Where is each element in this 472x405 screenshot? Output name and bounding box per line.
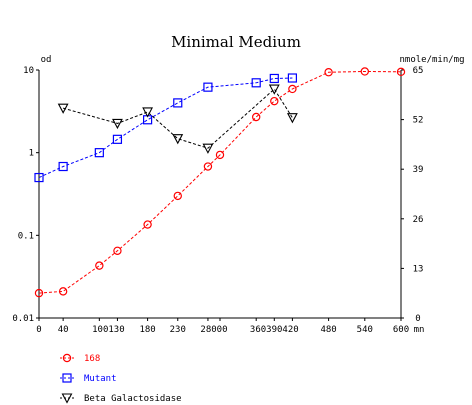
data-point bbox=[286, 113, 298, 124]
data-point bbox=[172, 134, 184, 145]
data-point bbox=[112, 118, 123, 130]
legend: 168 Mutant Beta Galactosidase bbox=[60, 353, 182, 404]
data-point bbox=[269, 73, 279, 84]
chart-title: Minimal Medium bbox=[171, 33, 301, 51]
x-tick-label: 480 bbox=[320, 325, 336, 335]
y-left-tick-label: 0.1 bbox=[18, 231, 34, 241]
data-point bbox=[58, 287, 68, 296]
data-point bbox=[142, 107, 154, 118]
series-layer bbox=[34, 67, 406, 298]
ticks: 10 1 0.1 0.01 65 52 39 26 13 0 0 40 100130 180 230 2800… bbox=[12, 66, 424, 335]
legend-marker bbox=[62, 373, 72, 383]
legend-label: Beta Galactosidase bbox=[84, 394, 182, 404]
y-axis-left-label: od bbox=[41, 55, 52, 65]
y-left-tick-label: 10 bbox=[23, 66, 34, 76]
data-point bbox=[34, 172, 44, 183]
y-left-tick-label: 0.01 bbox=[12, 314, 34, 324]
x-tick-label: 0 bbox=[36, 325, 41, 335]
y-right-tick-label: 52 bbox=[413, 116, 424, 126]
y-left-tick-label: 1 bbox=[29, 149, 34, 159]
data-point bbox=[252, 112, 261, 122]
series-beta-galactosidase bbox=[57, 84, 298, 154]
data-point bbox=[143, 220, 152, 229]
y-right-tick-label: 39 bbox=[413, 165, 424, 175]
data-point bbox=[95, 261, 104, 270]
x-tick-label: 180 bbox=[139, 325, 155, 335]
legend-item: Beta Galactosidase bbox=[60, 393, 182, 404]
legend-marker bbox=[62, 353, 72, 363]
y-axis-right-label: nmole/min/mg bbox=[399, 55, 464, 65]
x-tick-label: 28000 bbox=[200, 325, 227, 335]
data-point bbox=[203, 162, 213, 171]
legend-label: 168 bbox=[84, 354, 100, 364]
y-right-tick-label: 13 bbox=[413, 264, 424, 274]
data-point bbox=[396, 67, 406, 77]
data-point bbox=[202, 143, 214, 154]
data-point bbox=[324, 68, 333, 77]
data-point bbox=[57, 103, 69, 114]
series-168 bbox=[34, 67, 406, 298]
series-line bbox=[62, 88, 293, 149]
data-point bbox=[113, 246, 122, 255]
data-point bbox=[58, 161, 68, 172]
data-point bbox=[251, 78, 261, 88]
legend-marker bbox=[61, 393, 73, 404]
data-point bbox=[270, 96, 279, 106]
data-point bbox=[268, 84, 280, 95]
data-point bbox=[34, 288, 44, 298]
legend-item: Mutant bbox=[60, 373, 117, 384]
data-point bbox=[215, 150, 225, 160]
legend-item: 168 bbox=[60, 353, 100, 364]
y-right-tick-label: 65 bbox=[413, 66, 424, 76]
x-tick-label: 540 bbox=[357, 325, 373, 335]
axes bbox=[38, 70, 402, 319]
data-point bbox=[94, 148, 104, 158]
data-point bbox=[173, 98, 183, 108]
x-tick-label: 100130 bbox=[92, 325, 125, 335]
y-right-tick-label: 0 bbox=[415, 314, 420, 324]
x-axis-unit: mn bbox=[414, 325, 425, 335]
x-tick-label: 40 bbox=[58, 325, 69, 335]
x-tick-label: 360390420 bbox=[250, 325, 299, 335]
y-right-tick-label: 26 bbox=[413, 215, 424, 225]
x-tick-label: 600 bbox=[393, 325, 409, 335]
data-point bbox=[287, 73, 297, 83]
data-point bbox=[203, 82, 213, 92]
data-point bbox=[173, 191, 182, 201]
series-line bbox=[38, 70, 402, 294]
data-point bbox=[360, 67, 369, 76]
data-point bbox=[112, 134, 123, 144]
legend-label: Mutant bbox=[84, 374, 117, 384]
series-line bbox=[38, 77, 293, 179]
data-point bbox=[288, 84, 297, 94]
x-tick-label: 230 bbox=[170, 325, 186, 335]
